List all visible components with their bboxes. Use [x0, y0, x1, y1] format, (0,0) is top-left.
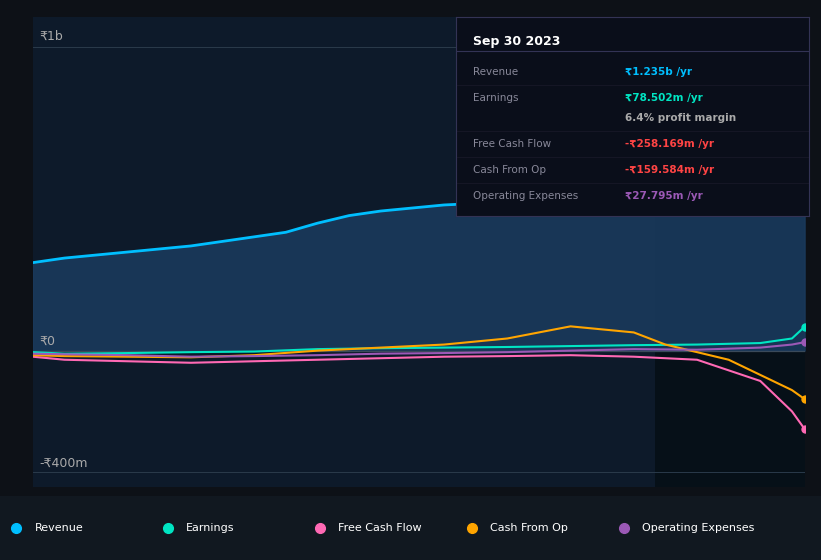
Text: ₹78.502m /yr: ₹78.502m /yr: [625, 94, 703, 103]
Text: ₹0: ₹0: [39, 335, 55, 348]
Text: Cash From Op: Cash From Op: [490, 523, 568, 533]
Text: ₹1.235b /yr: ₹1.235b /yr: [625, 67, 692, 77]
Text: Free Cash Flow: Free Cash Flow: [474, 139, 552, 149]
Text: Free Cash Flow: Free Cash Flow: [338, 523, 422, 533]
Text: Earnings: Earnings: [186, 523, 235, 533]
Text: Revenue: Revenue: [474, 67, 518, 77]
Bar: [655, 17, 821, 487]
Text: Operating Expenses: Operating Expenses: [642, 523, 754, 533]
Text: Operating Expenses: Operating Expenses: [474, 191, 579, 200]
Text: ₹1b: ₹1b: [39, 30, 63, 43]
Text: ₹27.795m /yr: ₹27.795m /yr: [625, 191, 703, 200]
Text: Earnings: Earnings: [474, 94, 519, 103]
Text: 6.4% profit margin: 6.4% profit margin: [625, 113, 736, 123]
Text: Revenue: Revenue: [34, 523, 83, 533]
Text: -₹400m: -₹400m: [39, 456, 88, 470]
Text: -₹159.584m /yr: -₹159.584m /yr: [625, 165, 714, 175]
Text: Cash From Op: Cash From Op: [474, 165, 546, 175]
Text: Sep 30 2023: Sep 30 2023: [474, 35, 561, 48]
Text: -₹258.169m /yr: -₹258.169m /yr: [625, 139, 714, 149]
